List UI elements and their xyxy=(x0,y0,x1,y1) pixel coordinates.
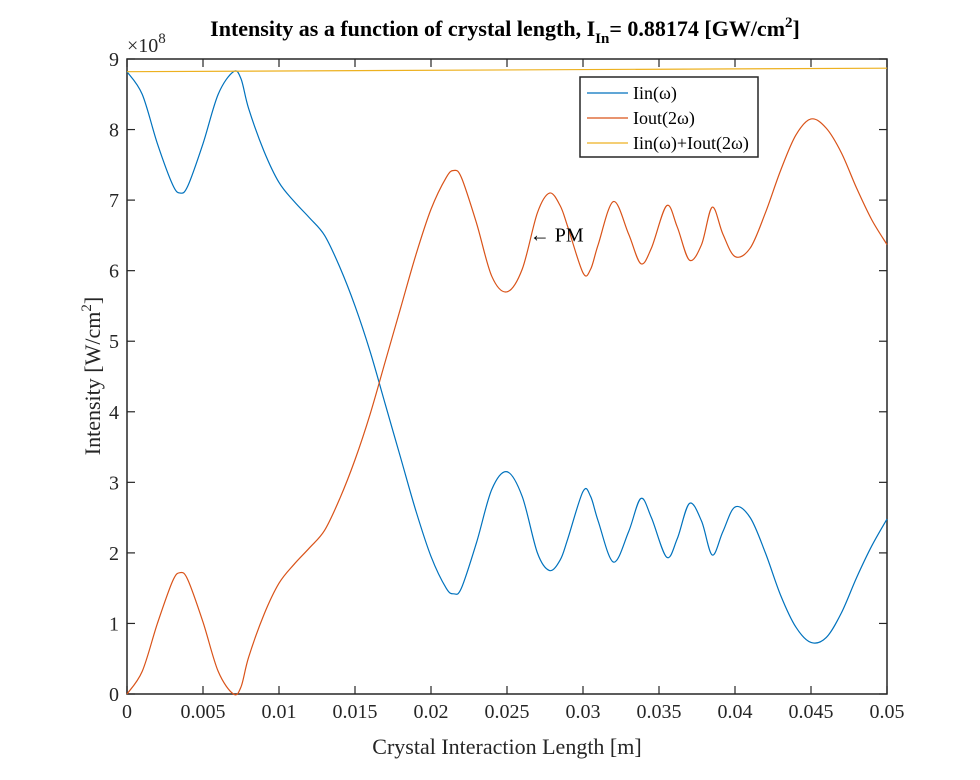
series-line-sum xyxy=(126,67,888,73)
x-tick-label: 0.025 xyxy=(485,701,530,723)
x-tick-label: 0.045 xyxy=(789,701,834,723)
y-tick-label: 7 xyxy=(109,190,119,212)
x-tick-label: 0.03 xyxy=(566,701,601,723)
x-tick-label: 0.04 xyxy=(718,701,753,723)
y-tick-label: 1 xyxy=(109,613,119,635)
y-tick-label: 9 xyxy=(109,49,119,71)
y-tick-label: 4 xyxy=(109,402,119,424)
y-axis-label: Intensity [W/cm2] xyxy=(79,297,105,455)
y-tick-label: 2 xyxy=(109,543,119,565)
y-tick-label: 5 xyxy=(109,331,119,353)
y-exponent-label: ×108 xyxy=(127,31,166,57)
y-tick-label: 0 xyxy=(109,684,119,706)
y-tick-label: 3 xyxy=(109,472,119,494)
legend-label-sum: Iin(ω)+Iout(2ω) xyxy=(633,133,749,154)
x-tick-label: 0.015 xyxy=(333,701,378,723)
legend-label-iin: Iin(ω) xyxy=(633,83,677,104)
x-tick-label: 0.05 xyxy=(870,701,905,723)
x-axis-ticks: 0 0.005 0.01 0.015 0.02 0.025 0.03 0.035 0.04 0.0… xyxy=(122,59,905,723)
series-line-iin xyxy=(126,70,888,644)
y-tick-label: 6 xyxy=(109,261,119,283)
legend: Iin(ω) Iout(2ω) Iin(ω)+Iout(2ω) xyxy=(579,76,759,158)
x-axis-label: Crystal Interaction Length [m] xyxy=(372,734,641,759)
x-tick-label: 0.01 xyxy=(262,701,297,723)
legend-label-iout: Iout(2ω) xyxy=(633,108,695,129)
x-tick-label: 0 xyxy=(122,701,132,723)
chart-title: Intensity as a function of crystal lengt… xyxy=(210,15,800,47)
series-line-iout xyxy=(126,118,888,696)
x-tick-label: 0.005 xyxy=(181,701,226,723)
y-axis-ticks: 0 1 2 3 4 5 6 7 8 9 xyxy=(109,49,887,706)
plot-area xyxy=(126,58,888,695)
x-tick-label: 0.02 xyxy=(414,701,449,723)
x-tick-label: 0.035 xyxy=(637,701,682,723)
legend-box xyxy=(579,76,759,158)
y-tick-label: 8 xyxy=(109,120,119,142)
pm-annotation: ← PM xyxy=(530,224,584,246)
series-layer xyxy=(126,67,888,696)
